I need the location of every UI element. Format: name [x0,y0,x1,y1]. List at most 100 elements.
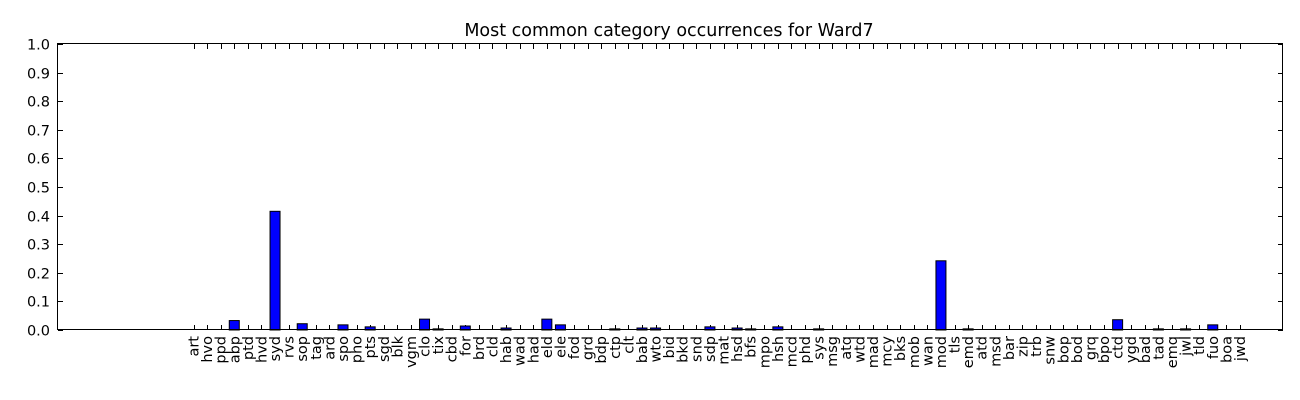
x-tick-label-mad: mad [866,336,882,368]
y-tick-label: 0.1 [27,295,50,311]
x-tick-label-ele: ele [553,336,569,358]
x-tick-label-grq: grq [1083,336,1099,360]
x-tick-label-snd: snd [689,336,705,362]
axis-ticks [58,44,1283,331]
y-tick-label: 0.4 [27,210,50,226]
x-tick-label-hvo: hvo [200,336,216,363]
x-tick-label-cbd: cbd [445,336,461,362]
x-tick-label-zip: zip [1015,336,1031,357]
x-tick-label-mod: mod [934,336,950,368]
y-tick-label: 0.3 [27,238,50,254]
x-tick-label-cld: cld [485,336,501,357]
x-tick-label-vgm: vgm [404,336,420,368]
x-tick-label-fod: fod [567,336,583,359]
bar-abp [228,320,240,331]
x-tick-label-atq: atq [839,336,855,360]
x-tick-label-tls: tls [948,336,964,353]
x-tick-label-hsd: hsd [730,336,746,362]
y-tick-label: 0.2 [27,267,50,283]
x-tick-label-brd: brd [472,336,488,360]
x-tick-label-bdp: bdp [594,336,610,364]
x-tick-label-trb: trb [1029,336,1045,357]
x-tick-label-clt: clt [621,336,637,354]
x-tick-label-fuo: fuo [1206,336,1222,359]
x-tick-label-mpo: mpo [757,336,773,368]
x-tick-label-eld: eld [540,336,556,358]
bar-mod [935,260,947,331]
x-tick-label-mat: mat [717,336,733,365]
x-tick-label-syd: syd [268,336,284,361]
x-tick-label-msg: msg [825,336,841,367]
x-tick-label-tag: tag [309,336,325,360]
x-tick-label-wto: wto [649,336,665,363]
y-tick-label: 1.0 [27,38,50,54]
x-tick-label-bab: bab [635,336,651,363]
x-tick-label-bks: bks [893,336,909,361]
x-tick-label-tix: tix [431,336,447,355]
x-tick-label-bar: bar [1002,336,1018,360]
x-tick-label-rvs: rvs [282,336,298,358]
x-tick-label-blk: blk [390,335,406,357]
x-tick-label-ygd: ygd [1124,336,1140,363]
x-tick-label-ppd: ppd [214,336,230,364]
y-tick-label: 0.8 [27,95,50,111]
x-tick-label-emq: emq [1165,336,1181,368]
x-tick-label-sop: sop [295,336,311,362]
y-tick-label: 0.7 [27,124,50,140]
y-tick-label: 0.5 [27,181,50,197]
x-tick-label-for: for [458,336,474,356]
x-tick-label-mcd: mcd [784,336,800,367]
x-tick-label-ard: ard [322,336,338,360]
bar-ctd [1112,319,1124,331]
y-tick-labels: 0.0 0.1 0.2 0.3 0.4 0.5 0.6 0.7 0.8 0.9 1.0 [27,38,50,340]
y-tick-label: 0.6 [27,152,50,168]
x-tick-label-snw: snw [1043,336,1059,365]
x-tick-label-had: had [526,336,542,363]
plot-frame [57,43,1283,330]
x-tick-label-wan: wan [920,336,936,366]
x-tick-label-ctp: ctp [608,336,624,359]
x-tick-label-bod: bod [1070,336,1086,363]
x-tick-label-pts: pts [363,336,379,358]
x-tick-label-grd: grd [581,336,597,360]
x-tick-label-bad: bad [1138,336,1154,363]
x-tick-label-wtd: wtd [852,336,868,363]
x-tick-label-sdp: sdp [703,336,719,362]
x-tick-label-sgd: sgd [377,336,393,362]
y-tick-label: 0.0 [27,324,50,340]
x-tick-label-msd: msd [988,336,1004,367]
bar-eld [541,318,553,331]
chart-title: Most common category occurrences for War… [464,21,873,41]
x-tick-label-bkd: bkd [676,336,692,363]
x-tick-label-mcy: mcy [880,336,896,367]
x-tick-label-bop: bop [1056,336,1072,363]
x-tick-label-hab: hab [499,336,515,363]
x-tick-label-jwl: jwl [1179,336,1195,357]
x-tick-label-tad: tad [1151,336,1167,360]
x-tick-label-bid: bid [662,336,678,358]
x-tick-label-ptd: ptd [241,336,257,360]
y-tick-label: 0.9 [27,67,50,83]
x-tick-label-hsh: hsh [771,336,787,362]
x-tick-label-ctd: ctd [1111,336,1127,359]
x-tick-label-phd: phd [798,336,814,364]
x-tick-label-wad: wad [513,336,529,366]
x-tick-label-clo: clo [418,336,434,357]
bars [228,210,1219,331]
x-tick-label-bfs: bfs [744,336,760,358]
bar-clo [419,318,431,331]
x-tick-label-emd: emd [961,336,977,368]
x-tick-label-hvd: hvd [254,336,270,363]
x-tick-label-jwd: jwd [1233,336,1249,362]
x-tick-label-pho: pho [350,336,366,363]
x-tick-label-mob: mob [907,336,923,368]
bar-syd [269,210,281,331]
x-tick-label-atd: atd [975,336,991,360]
x-tick-label-bpo: bpo [1097,336,1113,363]
x-tick-label-boa: boa [1219,336,1235,363]
x-tick-label-tld: tld [1192,336,1208,355]
x-tick-label-sys: sys [812,336,828,360]
x-tick-label-art: art [187,336,203,357]
